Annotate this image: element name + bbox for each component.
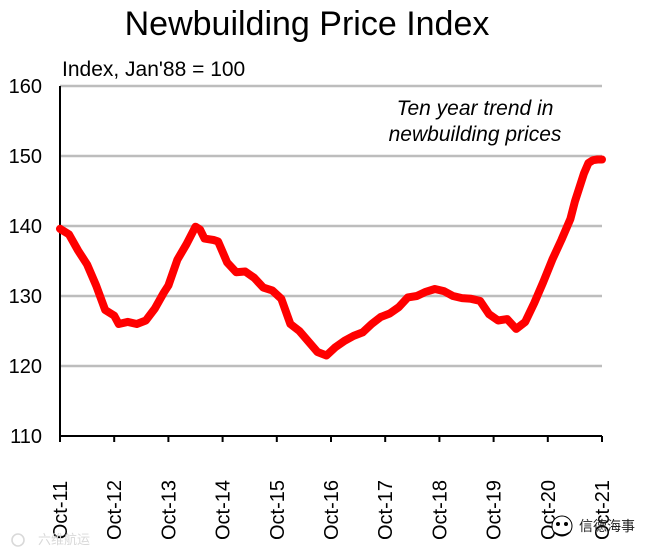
gridlines: [60, 84, 602, 368]
x-tick-label: Oct-16: [321, 480, 343, 540]
watermark-left-icon: [11, 533, 25, 547]
x-tick-label: Oct-21: [592, 480, 614, 540]
annotation-line-1: Ten year trend in: [397, 97, 554, 120]
tick-labels: 110 120 130 140 150 160 Oct-11 Oct-12 Oct-13 Oct-…: [9, 76, 614, 540]
x-tick-label: Oct-17: [375, 480, 397, 540]
x-tick-label: Oct-19: [484, 480, 506, 540]
x-tick-label: Oct-14: [213, 480, 235, 540]
watermark-right-icon-dot-2: [564, 522, 568, 526]
x-tick-label: Oct-18: [429, 480, 451, 540]
y-tick-label: 130: [9, 286, 42, 308]
chart-title: Newbuilding Price Index: [125, 5, 490, 43]
watermark-left-text: 六维航运: [38, 532, 90, 547]
y-tick-label: 110: [10, 426, 42, 448]
watermark-right-text: 信德海事: [579, 518, 635, 534]
y-tick-label: 120: [9, 356, 42, 378]
annotation-line-2: newbuilding prices: [389, 123, 562, 146]
series-line: [56, 155, 606, 360]
axes: [59, 86, 603, 442]
chart-subtitle: Index, Jan'88 = 100: [62, 58, 245, 81]
y-tick-label: 150: [9, 146, 42, 168]
y-tick-label: 160: [9, 76, 42, 98]
x-tick-label: Oct-15: [267, 480, 289, 540]
series-layer: [56, 155, 606, 360]
x-tick-label: Oct-13: [158, 480, 180, 540]
watermark-right-icon: [551, 515, 573, 537]
y-tick-label: 140: [9, 216, 42, 238]
bottom-left-watermark: 六维航运: [11, 532, 90, 547]
watermark-right-icon-smile: [553, 531, 571, 536]
watermark-right-icon-dot-1: [556, 522, 560, 526]
x-tick-label: Oct-12: [104, 480, 126, 540]
bottom-right-watermark: 信德海事: [551, 515, 635, 537]
x-tick-label: Oct-11: [50, 481, 72, 540]
